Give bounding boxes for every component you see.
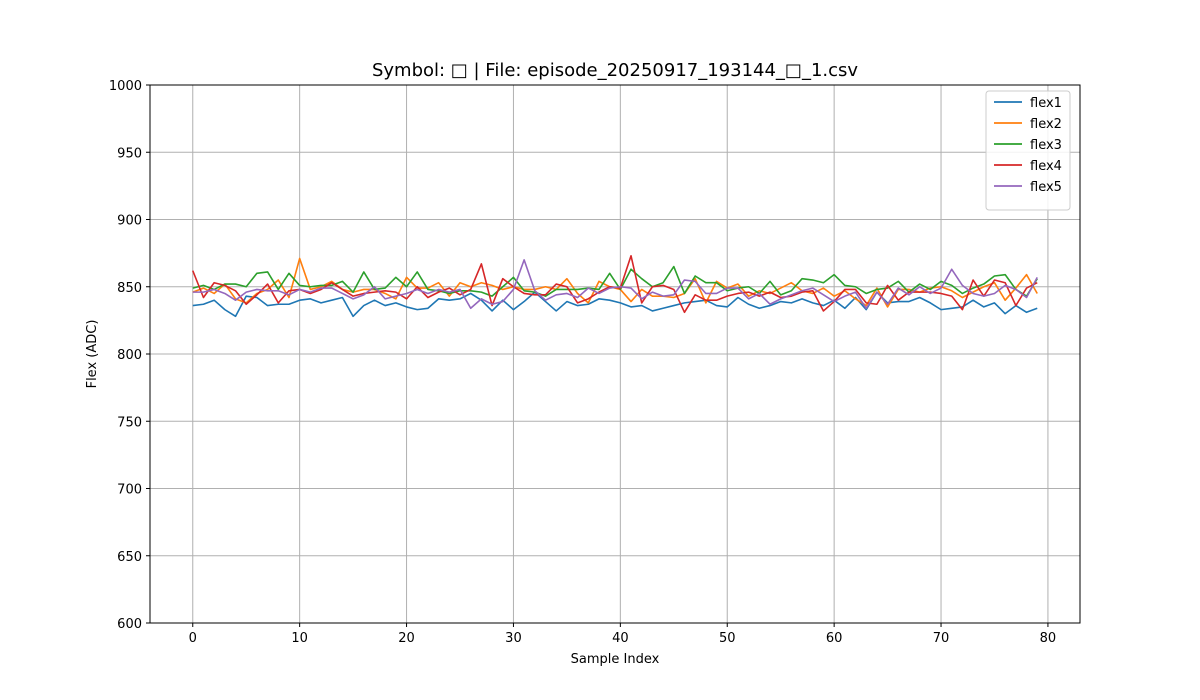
- legend-box: [985, 90, 1071, 211]
- series-line-flex5: [192, 259, 1038, 310]
- x-tick-label: 60: [826, 631, 843, 646]
- y-axis-label: Flex (ADC): [85, 320, 100, 389]
- y-tick-label: 700: [117, 483, 142, 498]
- legend-label: flex1: [1030, 96, 1062, 111]
- x-tick-label: 80: [1040, 631, 1057, 646]
- legend-label: flex5: [1030, 180, 1062, 195]
- x-tick-label: 20: [398, 631, 415, 646]
- x-tick-label: 70: [933, 631, 950, 646]
- y-tick-label: 850: [117, 281, 142, 296]
- y-tick-label: 600: [117, 617, 142, 632]
- x-tick-label: 0: [189, 631, 197, 646]
- axis-ticks: 0 10 20 30 40 50 60 70 80 600 650 700 750 800 850 900 95…: [109, 79, 1056, 646]
- series-lines: [192, 255, 1038, 318]
- y-tick-label: 650: [117, 550, 142, 565]
- y-tick-label: 900: [117, 214, 142, 229]
- x-tick-label: 10: [291, 631, 308, 646]
- x-axis-label: Sample Index: [571, 652, 660, 667]
- series-line-flex1: [192, 291, 1038, 318]
- y-tick-label: 1000: [109, 79, 142, 94]
- y-tick-label: 800: [117, 348, 142, 363]
- y-tick-label: 750: [117, 415, 142, 430]
- legend-label: flex3: [1030, 138, 1062, 153]
- legend-label: flex2: [1030, 117, 1062, 132]
- y-tick-label: 950: [117, 146, 142, 161]
- x-tick-label: 40: [612, 631, 629, 646]
- legend: flex1 flex2 flex3 flex4 flex5: [985, 90, 1071, 211]
- chart-title: Symbol: □ | File: episode_20250917_19314…: [372, 60, 858, 81]
- legend-label: flex4: [1030, 159, 1062, 174]
- x-tick-label: 30: [505, 631, 522, 646]
- x-tick-label: 50: [719, 631, 736, 646]
